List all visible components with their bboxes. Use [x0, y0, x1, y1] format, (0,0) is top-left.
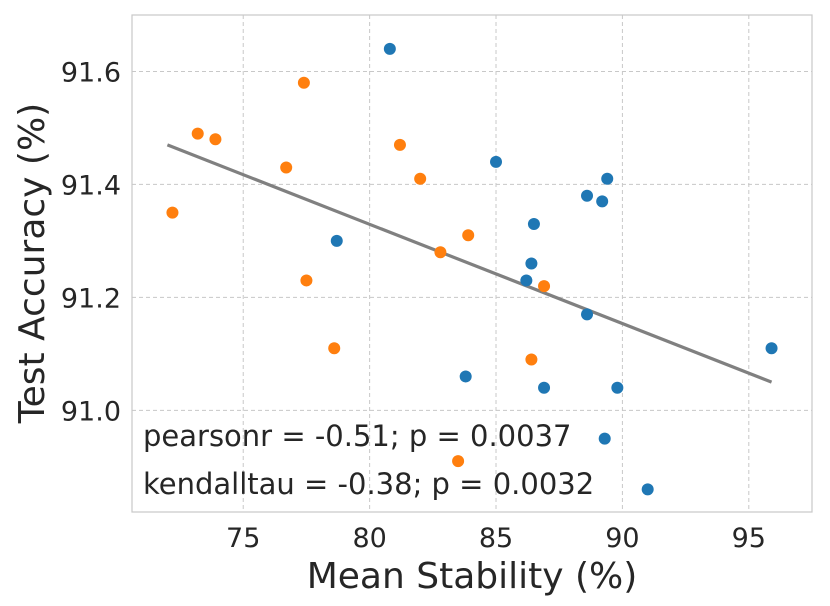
y-axis-label: Test Accuracy (%) [12, 103, 53, 424]
x-tick-label: 95 [732, 523, 766, 554]
y-tick-label: 91.4 [61, 170, 121, 201]
data-points [166, 42, 778, 496]
blue-point [520, 274, 533, 287]
orange-point [525, 353, 538, 366]
blue-point [596, 195, 609, 208]
grid [132, 15, 812, 512]
blue-point [527, 217, 540, 230]
blue-point [383, 42, 396, 55]
orange-point [434, 246, 447, 259]
y-tick-label: 91.6 [61, 57, 121, 88]
blue-point [490, 155, 503, 168]
blue-point [525, 257, 538, 270]
orange-point [166, 206, 179, 219]
fit-line-layer [166, 143, 773, 384]
x-tick-label: 75 [226, 523, 260, 554]
orange-point [393, 138, 406, 151]
blue-point [641, 483, 654, 496]
orange-point [414, 172, 427, 185]
blue-point [330, 234, 343, 247]
x-tick-label: 80 [352, 523, 386, 554]
orange-point [280, 161, 293, 174]
blue-point [581, 308, 594, 321]
x-axis-label: Mean Stability (%) [307, 556, 638, 597]
orange-point [209, 133, 222, 146]
orange-point [452, 455, 465, 468]
blue-point [538, 381, 551, 394]
pearson-annotation: pearsonr = -0.51; p = 0.0037 [143, 419, 571, 453]
x-tick-label: 90 [605, 523, 639, 554]
plot-frame [131, 14, 813, 513]
blue-point [581, 189, 594, 202]
blue-point [611, 381, 624, 394]
y-axis-ticks: 91.0 91.2 91.4 91.6 [61, 57, 121, 427]
regression-line [166, 143, 773, 384]
orange-point [328, 342, 341, 355]
orange-point [300, 274, 313, 287]
x-axis-ticks: 75 80 85 90 95 [226, 523, 766, 554]
kendall-annotation: kendalltau = -0.38; p = 0.0032 [143, 467, 594, 501]
blue-point [459, 370, 472, 383]
orange-point [462, 229, 475, 242]
y-tick-label: 91.0 [61, 396, 121, 427]
orange-point [297, 76, 310, 89]
blue-point [601, 172, 614, 185]
blue-point [598, 432, 611, 445]
blue-point [765, 342, 778, 355]
y-tick-label: 91.2 [61, 283, 121, 314]
x-tick-label: 85 [479, 523, 513, 554]
orange-point [191, 127, 204, 140]
orange-point [538, 280, 551, 293]
